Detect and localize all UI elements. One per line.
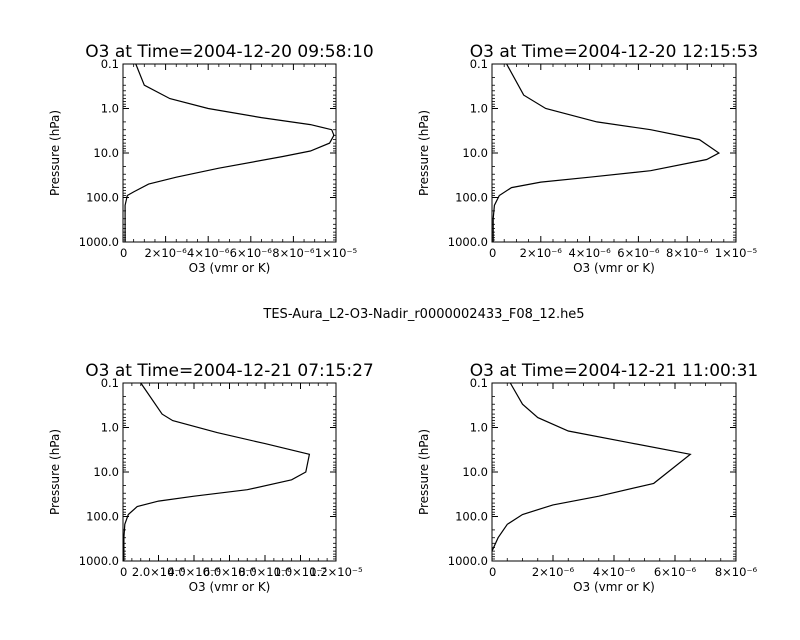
x-tick-label: 6.0×10⁻⁶ — [203, 565, 257, 579]
x-axis-label: O3 (vmr or K) — [189, 261, 271, 275]
x-tick-label: 1.2×10⁻⁵ — [309, 565, 363, 579]
y-tick-label: 10.0 — [462, 146, 488, 160]
y-tick-label: 1.0 — [470, 102, 488, 116]
x-tick-label: 4.0×10⁻⁶ — [167, 565, 221, 579]
o3-profile-line — [492, 63, 721, 242]
y-axis-label: Pressure (hPa) — [48, 429, 62, 515]
y-tick-label: 1000.0 — [448, 554, 488, 568]
x-tick-label: 1×10⁻⁵ — [715, 246, 758, 260]
plot-frame — [491, 63, 737, 243]
x-tick-label: 8.0×10⁻⁶ — [238, 565, 292, 579]
y-tick-label: 1000.0 — [79, 554, 119, 568]
y-tick-label: 0.1 — [470, 376, 488, 390]
figure-suptitle: TES-Aura_L2-O3-Nadir_r0000002433_F08_12.… — [262, 307, 584, 322]
chart-title: O3 at Time=2004-12-20 09:58:10 — [85, 42, 374, 62]
chart-panel: O3 at Time=2004-12-21 07:15:270.1 1.0 10.0… — [48, 361, 374, 594]
y-tick-label: 100.0 — [455, 191, 488, 205]
x-tick-label: 2×10⁻⁶ — [144, 246, 187, 260]
y-tick-label: 10.0 — [93, 146, 119, 160]
y-axis-label: Pressure (hPa) — [417, 429, 431, 515]
x-axis-label: O3 (vmr or K) — [189, 580, 271, 594]
y-tick-label: 1.0 — [470, 421, 488, 435]
x-tick-label: 4×10⁻⁶ — [568, 246, 611, 260]
y-tick-label: 0.1 — [470, 57, 488, 71]
y-tick-label: 100.0 — [86, 510, 119, 524]
o3-profile-line — [491, 382, 692, 552]
x-axis-label: O3 (vmr or K) — [573, 261, 655, 275]
y-tick-label: 1000.0 — [79, 235, 119, 249]
x-tick-label: 0 — [120, 246, 127, 260]
y-tick-label: 10.0 — [93, 465, 119, 479]
x-tick-label: 0 — [120, 565, 127, 579]
x-tick-label: 2×10⁻⁶ — [520, 246, 563, 260]
x-axis-label: O3 (vmr or K) — [573, 580, 655, 594]
x-tick-label: 4×10⁻⁶ — [187, 246, 230, 260]
y-tick-label: 0.1 — [101, 376, 119, 390]
chart-panel: O3 at Time=2004-12-20 09:58:100.1 1.0 10.0… — [48, 42, 374, 275]
x-tick-label: 2×10⁻⁶ — [532, 565, 575, 579]
x-tick-label: 0 — [489, 565, 496, 579]
chart-title: O3 at Time=2004-12-21 07:15:27 — [85, 361, 374, 381]
y-tick-label: 1.0 — [101, 102, 119, 116]
y-tick-label: 100.0 — [455, 510, 488, 524]
x-tick-label: 6×10⁻⁶ — [617, 246, 660, 260]
x-tick-label: 8×10⁻⁶ — [666, 246, 709, 260]
x-tick-label: 8×10⁻⁶ — [272, 246, 315, 260]
y-axis-label: Pressure (hPa) — [417, 110, 431, 196]
y-axis-label: Pressure (hPa) — [48, 110, 62, 196]
chart-title: O3 at Time=2004-12-20 12:15:53 — [470, 42, 759, 62]
chart-title: O3 at Time=2004-12-21 11:00:31 — [470, 361, 759, 381]
x-tick-label: 1.0×10⁻⁵ — [274, 565, 328, 579]
x-tick-label: 0 — [489, 246, 496, 260]
x-tick-label: 8×10⁻⁶ — [715, 565, 758, 579]
y-tick-label: 0.1 — [101, 57, 119, 71]
plot-frame — [122, 382, 337, 562]
o3-profile-line — [123, 382, 311, 561]
y-tick-label: 100.0 — [86, 191, 119, 205]
x-tick-label: 4×10⁻⁶ — [593, 565, 636, 579]
x-tick-label: 2.0×10⁻⁶ — [132, 565, 186, 579]
o3-profile-line — [124, 63, 335, 242]
y-tick-label: 10.0 — [462, 465, 488, 479]
y-tick-label: 1000.0 — [448, 235, 488, 249]
chart-panel: O3 at Time=2004-12-21 11:00:310.1 1.0 10.0… — [417, 361, 758, 594]
x-tick-label: 1×10⁻⁵ — [315, 246, 358, 260]
x-tick-label: 6×10⁻⁶ — [654, 565, 697, 579]
y-tick-label: 1.0 — [101, 421, 119, 435]
chart-panel: O3 at Time=2004-12-20 12:15:530.1 1.0 10.0… — [417, 42, 758, 275]
x-tick-label: 6×10⁻⁶ — [230, 246, 273, 260]
